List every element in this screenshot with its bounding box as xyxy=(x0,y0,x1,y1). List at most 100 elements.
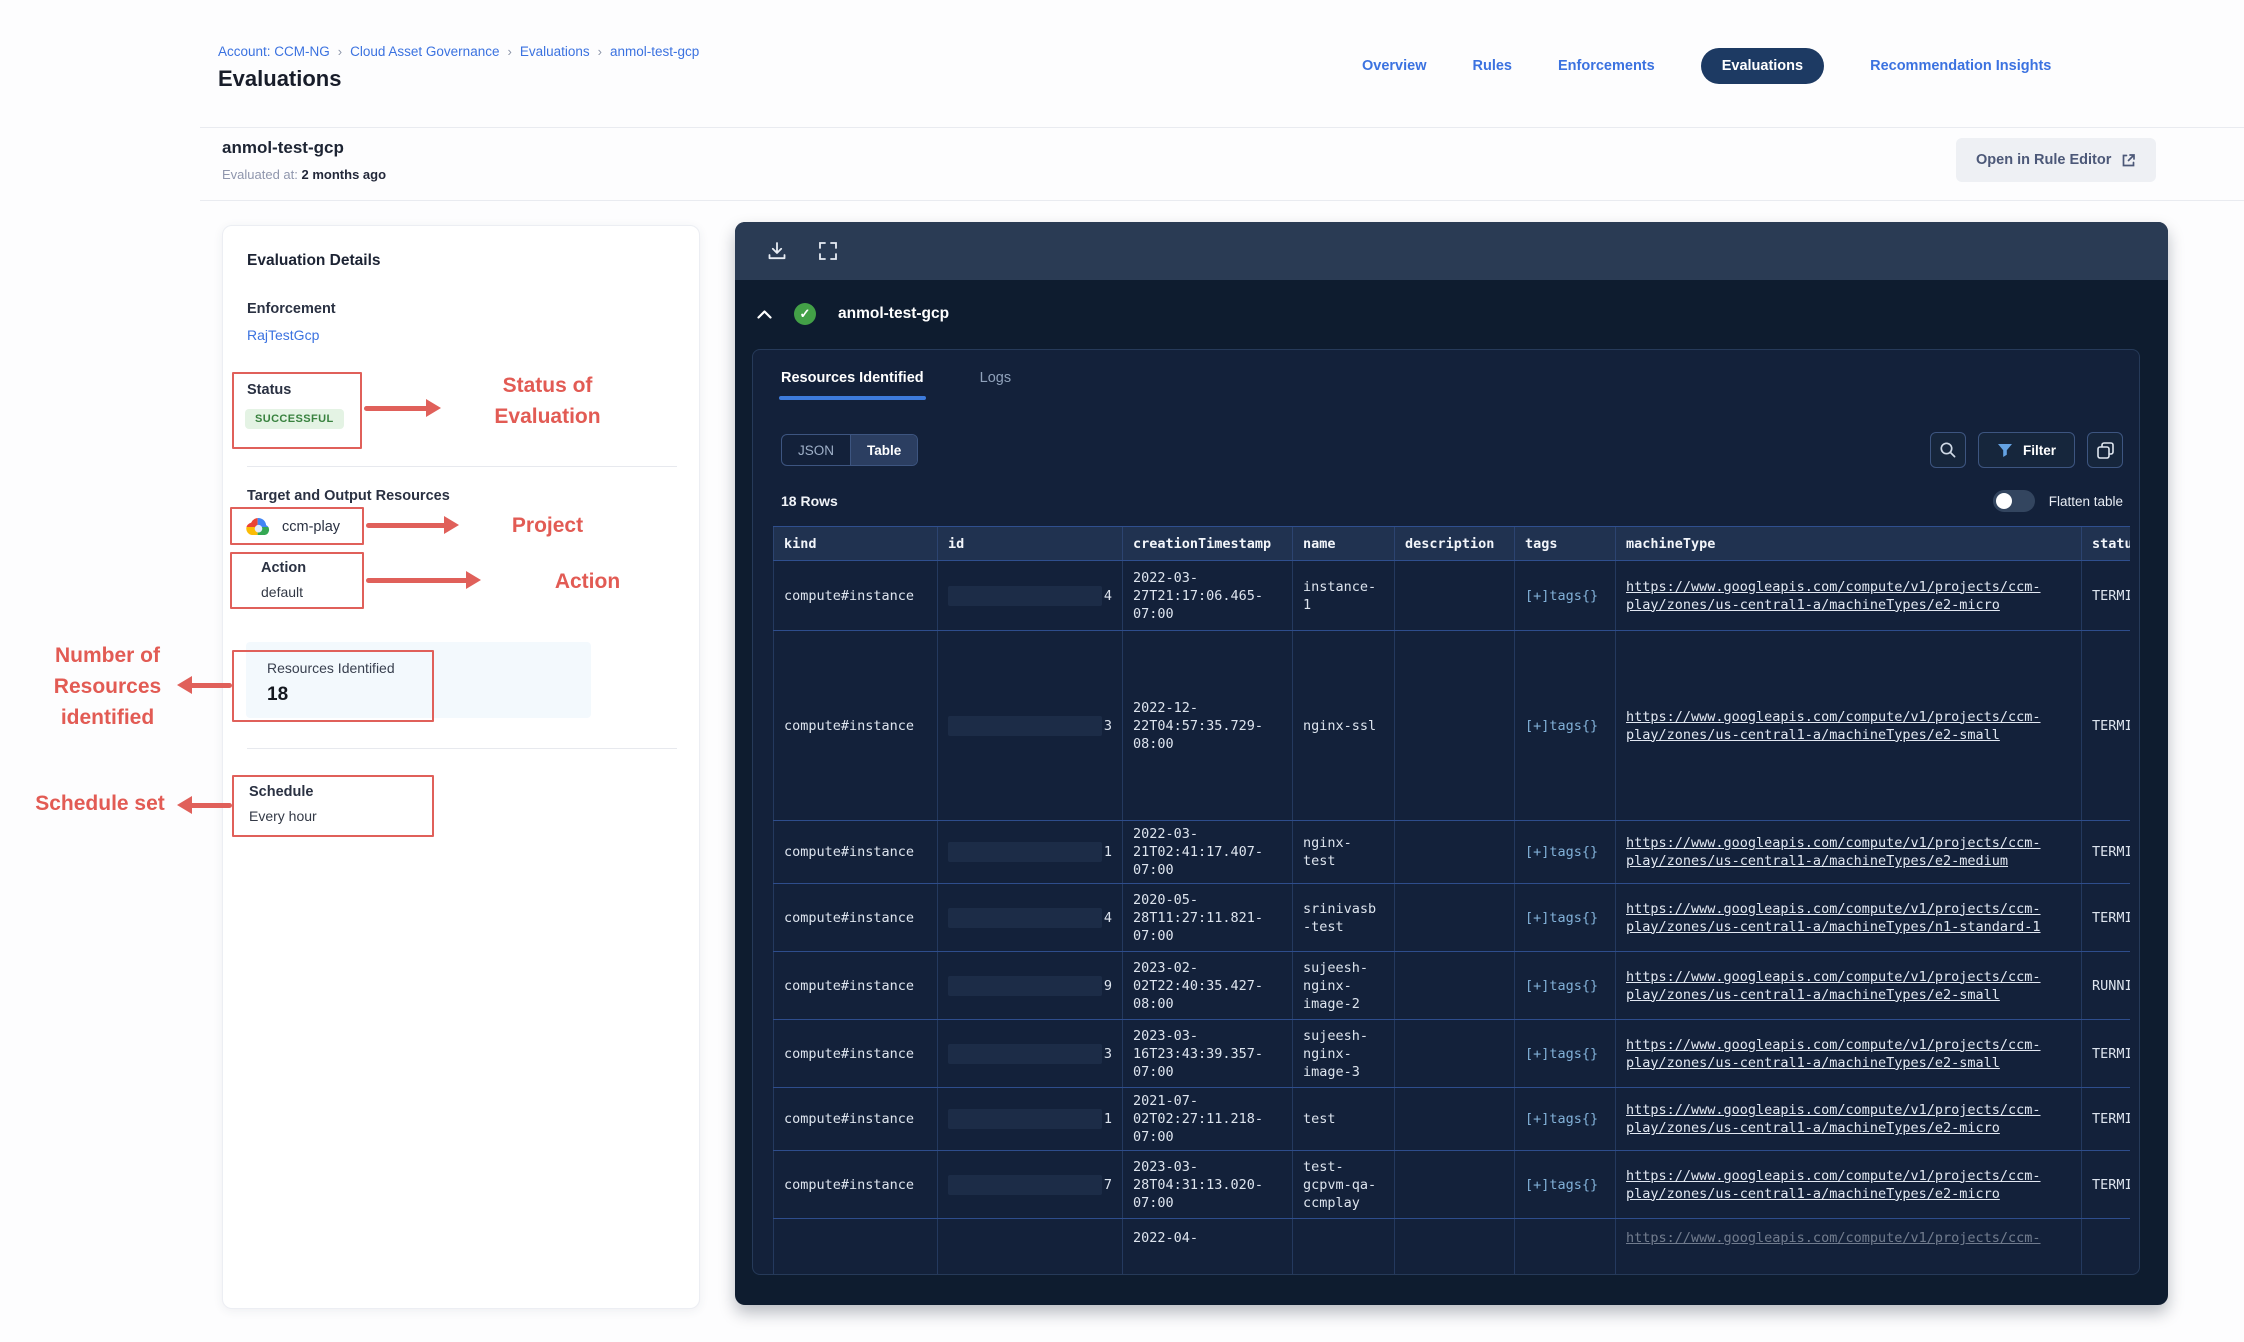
cell-creation-timestamp: 2021-07-02T02:27:11.218-07:00 xyxy=(1133,1093,1264,1145)
result-header: ✓ anmol-test-gcp xyxy=(735,280,2168,348)
annotation-action: Action xyxy=(554,570,621,593)
tab-resources-identified[interactable]: Resources Identified xyxy=(779,370,926,400)
tags-expander[interactable]: [+]tags{} xyxy=(1525,1045,1599,1062)
tab-overview[interactable]: Overview xyxy=(1362,58,1427,74)
action-label: Action xyxy=(261,560,307,576)
machine-type-link[interactable]: https://www.googleapis.com/compute/v1/pr… xyxy=(1626,1230,2041,1246)
flatten-table-toggle[interactable] xyxy=(1992,490,2035,512)
schedule-value: Every hour xyxy=(249,808,317,824)
annotation-status: Status of Evaluation xyxy=(494,374,601,428)
machine-type-link[interactable]: https://www.googleapis.com/compute/v1/pr… xyxy=(1626,1102,2041,1136)
tags-expander[interactable]: [+]tags{} xyxy=(1525,909,1599,926)
collapse-button[interactable] xyxy=(757,309,772,319)
success-check-icon: ✓ xyxy=(794,303,816,325)
view-mode-json[interactable]: JSON xyxy=(798,442,835,458)
tab-logs[interactable]: Logs xyxy=(979,370,1012,386)
cell-name: sujeesh-nginx-image-3 xyxy=(1303,1027,1369,1080)
machine-type-link[interactable]: https://www.googleapis.com/compute/v1/pr… xyxy=(1626,1167,2041,1202)
redacted-id xyxy=(948,585,1102,606)
tags-expander[interactable]: [+]tags{} xyxy=(1525,587,1599,604)
view-mode-table[interactable]: Table xyxy=(850,435,918,465)
id-tail: 3 xyxy=(1103,717,1112,734)
annotation-project: Project xyxy=(511,514,584,537)
col-status[interactable]: status xyxy=(2081,526,2130,561)
col-id[interactable]: id xyxy=(937,526,1123,561)
enforcement-label: Enforcement xyxy=(247,301,336,317)
open-in-rule-editor-button[interactable]: Open in Rule Editor xyxy=(1956,138,2157,182)
id-tail: 4 xyxy=(1103,909,1112,926)
table-row: compute#instance 4 2020-05-28T11:27:11.8… xyxy=(773,883,2130,952)
cell-name: nginx-test xyxy=(1303,835,1352,869)
copy-button[interactable] xyxy=(2087,432,2123,468)
tab-recommendation-insights[interactable]: Recommendation Insights xyxy=(1870,58,2052,74)
col-name[interactable]: name xyxy=(1292,526,1395,561)
annotation-arrow-schedule xyxy=(177,796,232,814)
cell-kind: compute#instance xyxy=(784,844,915,860)
machine-type-link[interactable]: https://www.googleapis.com/compute/v1/pr… xyxy=(1626,708,2041,743)
cell-creation-timestamp: 2022-12-22T04:57:35.729-08:00 xyxy=(1133,699,1264,752)
fullscreen-button[interactable] xyxy=(817,240,839,262)
toggle-knob xyxy=(1995,493,2012,509)
col-creation-timestamp[interactable]: creationTimestamp xyxy=(1122,526,1293,561)
cell-name: instance-1 xyxy=(1303,578,1377,613)
annotation-resources: Number of Resources identified xyxy=(53,644,162,729)
download-button[interactable] xyxy=(765,239,789,263)
tab-enforcements[interactable]: Enforcements xyxy=(1558,58,1655,74)
cell-kind: compute#instance xyxy=(784,977,915,994)
machine-type-link[interactable]: https://www.googleapis.com/compute/v1/pr… xyxy=(1626,1036,2041,1071)
resources-identified-value: 18 xyxy=(267,684,289,705)
breadcrumb-current[interactable]: anmol-test-gcp xyxy=(609,44,700,59)
breadcrumb-cloud-asset-governance[interactable]: Cloud Asset Governance xyxy=(350,44,500,59)
card-divider xyxy=(247,466,677,467)
cell-kind: compute#instance xyxy=(784,717,915,734)
table-header-row: kind id creationTimestamp name descripti… xyxy=(773,526,2130,561)
tags-expander[interactable]: [+]tags{} xyxy=(1525,1176,1599,1193)
tab-rules[interactable]: Rules xyxy=(1472,58,1513,74)
annotation-arrow-status xyxy=(364,399,441,417)
redacted-id xyxy=(948,715,1102,736)
cell-status: TERMINATED xyxy=(2092,587,2130,604)
resources-identified-card xyxy=(246,642,591,718)
header-divider xyxy=(200,127,2244,128)
col-description[interactable]: description xyxy=(1394,526,1515,561)
search-button[interactable] xyxy=(1929,432,1966,468)
id-tail: 4 xyxy=(1103,587,1112,604)
breadcrumb-account[interactable]: Account: CCM-NG xyxy=(218,44,330,59)
tab-evaluations[interactable]: Evaluations xyxy=(1700,48,1825,84)
status-label: Status xyxy=(247,382,292,398)
tags-expander[interactable]: [+]tags{} xyxy=(1525,1111,1599,1127)
cell-status: TERMINATED xyxy=(2092,1111,2130,1127)
col-tags[interactable]: tags xyxy=(1514,526,1616,561)
cell-status: TERMINATED xyxy=(2092,844,2130,860)
filter-button[interactable]: Filter xyxy=(1977,432,2075,468)
tags-expander[interactable]: [+]tags{} xyxy=(1525,717,1599,734)
enforcement-link[interactable]: RajTestGcp xyxy=(247,327,320,343)
tags-expander[interactable]: [+]tags{} xyxy=(1525,977,1599,994)
subheader-divider xyxy=(200,200,2244,201)
evaluated-at: Evaluated at: 2 months ago xyxy=(222,167,386,182)
id-tail: 1 xyxy=(1103,1111,1112,1127)
evaluated-at-value: 2 months ago xyxy=(301,167,387,182)
machine-type-link[interactable]: https://www.googleapis.com/compute/v1/pr… xyxy=(1626,968,2041,1003)
redacted-id xyxy=(948,1043,1102,1064)
table-controls: JSON Table Filter xyxy=(781,432,2123,468)
cell-kind: compute#instance xyxy=(784,587,915,604)
download-icon xyxy=(768,242,786,260)
machine-type-link[interactable]: https://www.googleapis.com/compute/v1/pr… xyxy=(1626,900,2041,935)
table-row: compute#instance 4 2022-03-27T21:17:06.4… xyxy=(773,560,2130,631)
col-kind[interactable]: kind xyxy=(773,526,938,561)
machine-type-link[interactable]: https://www.googleapis.com/compute/v1/pr… xyxy=(1626,578,2041,613)
cell-creation-timestamp: 2022-03-21T02:41:17.407-07:00 xyxy=(1133,826,1264,878)
table-row: compute#instance 9 2023-02-02T22:40:35.4… xyxy=(773,951,2130,1020)
table-row: 2022-04- https://www.googleapis.com/comp… xyxy=(773,1218,2130,1274)
machine-type-link[interactable]: https://www.googleapis.com/compute/v1/pr… xyxy=(1626,835,2041,869)
breadcrumb-evaluations[interactable]: Evaluations xyxy=(519,44,590,59)
cell-creation-timestamp: 2023-03-16T23:43:39.357-07:00 xyxy=(1133,1027,1264,1080)
tags-expander[interactable]: [+]tags{} xyxy=(1525,844,1599,860)
cell-creation-timestamp: 2022-04- xyxy=(1133,1230,1199,1246)
result-title: anmol-test-gcp xyxy=(838,305,950,322)
open-in-rule-editor-label: Open in Rule Editor xyxy=(1976,152,2112,168)
col-machine-type[interactable]: machineType xyxy=(1615,526,2082,561)
redacted-id xyxy=(948,842,1102,862)
cell-kind: compute#instance xyxy=(784,1176,915,1193)
